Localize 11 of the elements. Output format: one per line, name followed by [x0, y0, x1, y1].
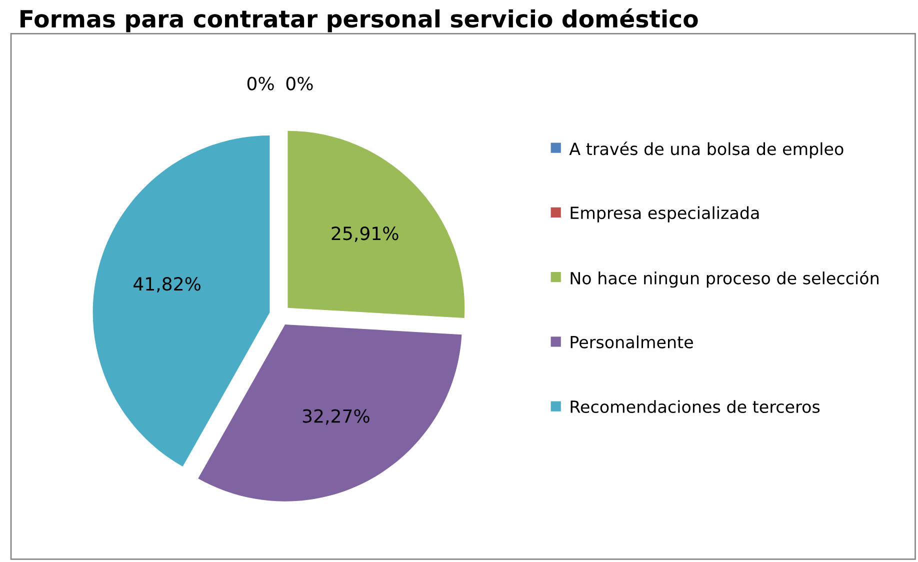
- data-label: 32,27%: [302, 409, 370, 425]
- data-label: 41,82%: [134, 277, 200, 293]
- data-label: 25,91%: [332, 226, 398, 242]
- legend-label: Recomendaciones de terceros: [570, 400, 820, 414]
- legend-label: Personalmente: [570, 336, 693, 348]
- legend-label: Empresa especializada: [570, 206, 759, 222]
- text: 0%: [247, 76, 274, 90]
- legend-label: No hace ningun proceso de selección: [570, 270, 878, 288]
- chart-title: Formas para contratar personal servicio doméstico: [20, 8, 698, 32]
- text: 0%: [286, 76, 313, 90]
- legend-label: A través de una bolsa de empleo: [569, 142, 844, 158]
